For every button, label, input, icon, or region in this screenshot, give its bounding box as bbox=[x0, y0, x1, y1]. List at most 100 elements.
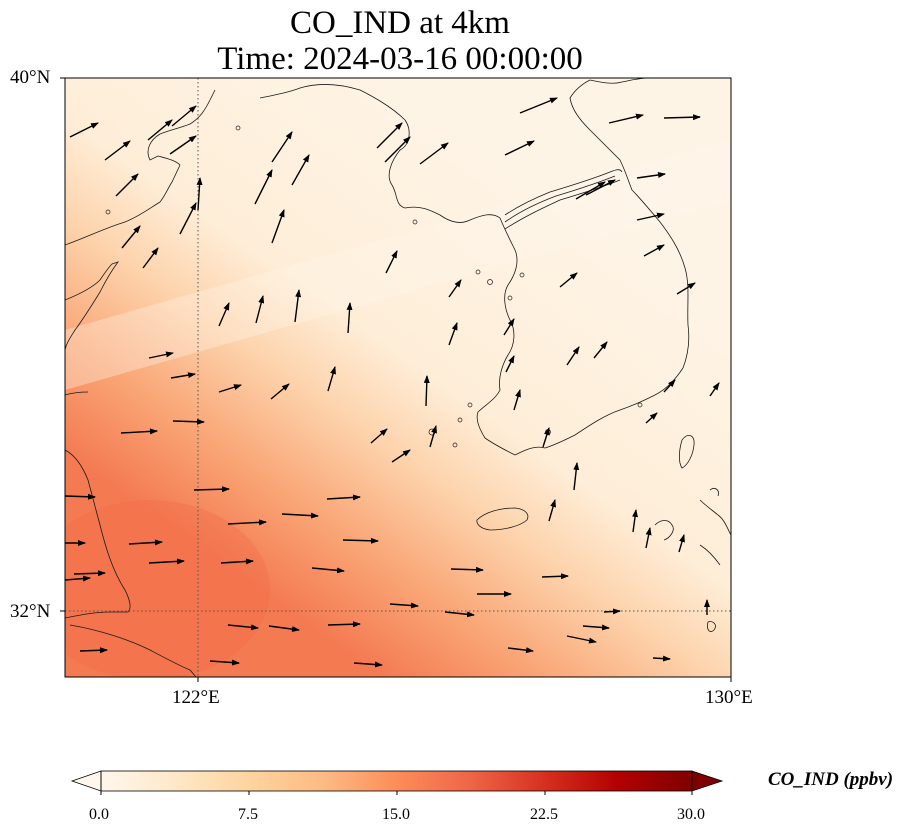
wind-arrow bbox=[643, 244, 665, 257]
wind-arrow bbox=[220, 558, 254, 565]
wind-arrow bbox=[448, 279, 462, 298]
island bbox=[105, 209, 111, 215]
wind-arrow bbox=[142, 247, 159, 269]
wind-arrow bbox=[254, 169, 273, 205]
wind-arrow bbox=[391, 449, 411, 463]
wind-arrow bbox=[294, 289, 302, 323]
wind-arrow bbox=[148, 558, 185, 565]
colorbar bbox=[70, 770, 724, 795]
wind-arrow bbox=[559, 272, 578, 288]
wind-arrow bbox=[327, 366, 336, 392]
wind-arrow bbox=[281, 512, 319, 519]
wind-arrow bbox=[663, 379, 676, 393]
wind-arrow bbox=[69, 122, 99, 138]
colorbar-body bbox=[101, 771, 692, 791]
wind-arrow bbox=[542, 427, 550, 448]
wind-arrow bbox=[115, 173, 139, 197]
wind-arrow bbox=[575, 181, 606, 200]
wind-arrow bbox=[503, 318, 515, 336]
wind-arrow bbox=[676, 282, 696, 295]
wind-arrow bbox=[678, 534, 685, 553]
wind-arrow bbox=[170, 372, 196, 379]
wind-arrow bbox=[169, 135, 197, 155]
island bbox=[487, 279, 493, 285]
coastline-tsushima bbox=[678, 435, 695, 469]
lon-tick-122: 122°E bbox=[172, 687, 220, 708]
wind-arrow bbox=[566, 346, 580, 366]
wind-arrow bbox=[376, 122, 403, 149]
coastline-korea-west bbox=[476, 217, 518, 456]
colorbar-max-extend bbox=[691, 770, 724, 792]
colorbar-tick-label: 7.5 bbox=[238, 806, 258, 823]
coastline-kyushu bbox=[654, 488, 731, 632]
wind-arrow bbox=[104, 140, 131, 161]
island bbox=[637, 402, 643, 408]
coastline-jiangsu bbox=[65, 261, 120, 351]
wind-arrow bbox=[209, 659, 240, 666]
wind-arrow bbox=[582, 624, 610, 631]
wind-arrow bbox=[291, 154, 310, 186]
coastline-zhejiang bbox=[69, 624, 197, 677]
wind-arrow bbox=[573, 462, 580, 491]
coastline-korea-south bbox=[514, 367, 684, 456]
colorbar-label: CO_IND (ppbv) bbox=[768, 769, 894, 790]
wind-arrow bbox=[193, 486, 230, 493]
wind-arrow bbox=[645, 527, 652, 549]
island bbox=[412, 219, 418, 225]
coastline-north-china bbox=[65, 391, 89, 396]
wind-vectors bbox=[65, 97, 720, 668]
map-title: CO_IND at 4km bbox=[290, 5, 510, 41]
wind-arrow bbox=[541, 573, 569, 580]
wind-arrow bbox=[79, 647, 108, 654]
wind-arrow bbox=[505, 355, 515, 373]
wind-arrow bbox=[121, 225, 141, 249]
lon-tick-130: 130°E bbox=[705, 687, 753, 708]
wind-arrow bbox=[65, 493, 96, 500]
wind-arrow bbox=[268, 625, 300, 633]
wind-arrow bbox=[429, 425, 437, 448]
wind-arrow bbox=[389, 602, 419, 609]
wind-arrow bbox=[65, 575, 91, 582]
border-north-korea bbox=[504, 169, 623, 216]
wind-arrow bbox=[326, 494, 361, 501]
wind-arrow bbox=[370, 428, 388, 444]
island bbox=[507, 295, 513, 301]
wind-arrow bbox=[196, 177, 203, 211]
wind-arrow bbox=[444, 611, 475, 618]
wind-arrow bbox=[645, 412, 658, 424]
map-frame bbox=[64, 77, 732, 678]
island bbox=[475, 269, 481, 275]
wind-arrow bbox=[271, 131, 293, 163]
wind-arrow bbox=[147, 119, 173, 141]
wind-arrow bbox=[636, 172, 666, 179]
wind-arrow bbox=[519, 97, 558, 114]
wind-arrow bbox=[450, 566, 484, 573]
coastline-shandong bbox=[65, 89, 216, 246]
wind-arrow bbox=[270, 383, 290, 400]
wind-arrow bbox=[423, 375, 430, 407]
island bbox=[452, 442, 458, 448]
wind-arrow bbox=[346, 302, 353, 334]
wind-arrow bbox=[271, 209, 285, 244]
wind-arrow bbox=[327, 621, 361, 628]
wind-arrow bbox=[73, 570, 106, 577]
wind-arrow bbox=[179, 202, 197, 235]
wind-arrow bbox=[504, 140, 535, 156]
wind-arrow bbox=[448, 322, 458, 346]
coastline-yangtze bbox=[65, 449, 131, 619]
wind-arrow bbox=[255, 295, 265, 324]
lat-tick-32: 32°N bbox=[10, 601, 51, 622]
wind-arrow bbox=[128, 539, 163, 546]
map-subtitle-time: Time: 2024-03-16 00:00:00 bbox=[217, 41, 583, 77]
wind-arrow bbox=[218, 302, 230, 327]
wind-arrow bbox=[663, 114, 701, 121]
wind-arrow bbox=[608, 113, 644, 124]
wind-arrow bbox=[342, 537, 379, 544]
wind-arrow bbox=[353, 661, 383, 668]
wind-arrow bbox=[311, 567, 345, 574]
wind-arrow bbox=[507, 647, 534, 654]
wind-arrow bbox=[148, 351, 174, 359]
wind-arrow bbox=[172, 418, 205, 425]
wind-arrow bbox=[566, 635, 597, 644]
